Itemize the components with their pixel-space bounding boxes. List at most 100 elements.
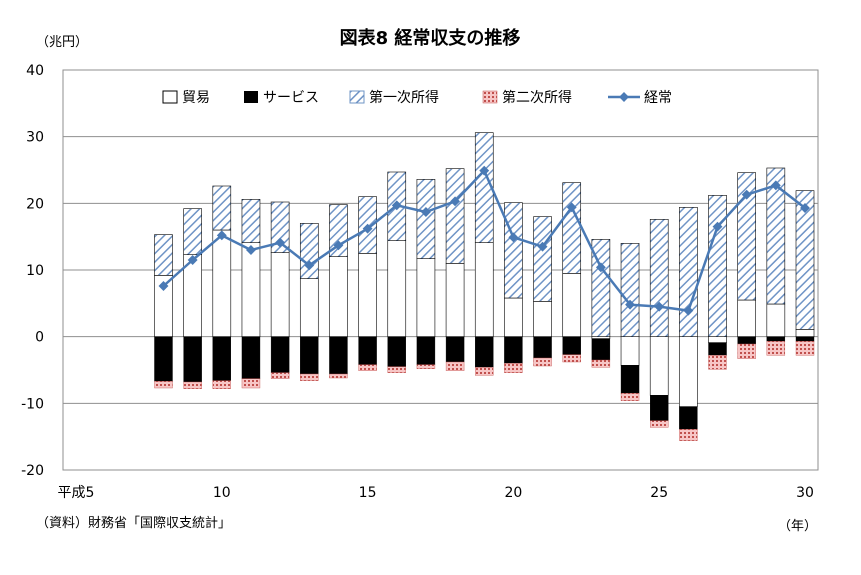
point-current-account [391,200,402,211]
point-current-account [566,202,577,213]
bar-trade [270,252,290,337]
bar-secondary-income [154,381,173,389]
bar-secondary-income [358,364,377,371]
legend: 貿易 サービス 第一次所得 第二次所得 経常 [162,89,672,106]
bar-trade [679,336,698,407]
bar-primary-income [504,202,523,299]
bar-services [154,336,173,382]
bar-trade [241,242,261,337]
bar-primary-income [183,208,202,255]
point-current-account [712,221,723,232]
bar-secondary-income [708,355,727,370]
bar-trade [649,336,669,396]
legend-label-trade: 貿易 [182,90,210,106]
bar-primary-income [299,223,319,279]
bar-trade [445,263,465,337]
bar-primary-income [679,207,698,337]
x-tick-label: 20 [504,485,522,501]
bar-primary-income [708,195,727,337]
bar-trade [620,336,640,366]
point-current-account [275,237,286,248]
bar-primary-income [533,216,552,302]
bar-primary-income [591,239,611,337]
legend-label-primary-income: 第一次所得 [369,89,439,106]
y-axis-unit: （兆円） [36,35,88,50]
bar-services [183,336,202,383]
point-current-account [420,207,431,217]
bar-secondary-income [679,429,698,441]
x-tick-label: 平成5 [58,485,95,501]
bar-primary-income [620,243,640,337]
bar-trade [329,256,348,337]
bar-services [416,336,436,365]
point-current-account [216,230,227,241]
y-tick-label: 40 [26,63,44,79]
bar-services [737,336,756,345]
grid-lines [63,136,818,404]
point-current-account [654,301,665,312]
bar-services [795,336,815,342]
point-current-account [187,255,198,265]
bar-trade [299,278,319,337]
point-current-account [770,180,781,191]
legend-label-current-account: 経常 [644,90,672,106]
plot-area-frame [62,69,819,471]
bar-trade [387,240,407,337]
y-tick-label: -10 [21,396,44,412]
bar-services [504,336,523,364]
bar-trade [533,301,552,337]
legend-swatch-secondary-income [482,90,498,104]
x-axis-unit: （年） [778,519,817,534]
tick-labels: 40 30 20 10 0 -10 -20 平成5 10 15 20 25 30 [21,63,814,501]
bar-primary-income [766,167,786,305]
x-tick-label: 25 [650,485,668,501]
bar-secondary-income [533,357,552,367]
bar-primary-income [154,234,173,276]
bar-trade [504,297,523,337]
bar-services [766,336,786,342]
y-tick-label: 20 [26,196,44,212]
bar-secondary-income [620,393,640,401]
bar-secondary-income [212,380,232,389]
legend-marker-current-account [619,92,629,102]
bar-primary-income [241,199,261,243]
bar-services [620,365,640,394]
axes [62,69,819,471]
y-tick-label: -20 [21,463,44,479]
bar-services [533,336,552,359]
point-current-account [683,305,694,316]
bar-services [300,336,319,375]
bar-primary-income [212,185,232,231]
bar-services [212,336,232,381]
x-tick-label: 15 [359,485,377,501]
bars [154,132,815,441]
legend-swatch-trade [162,90,178,104]
bar-services [387,336,406,367]
source-note: （資料）財務省「国際収支統計」 [36,515,231,531]
x-tick-label: 10 [213,485,231,501]
bar-services [679,406,698,430]
y-tick-label: 10 [26,263,44,279]
bar-secondary-income [329,373,348,379]
point-current-account [625,299,635,310]
bar-secondary-income [445,361,465,371]
bar-trade [708,336,727,343]
bar-services [358,336,377,365]
bar-primary-income [270,201,290,253]
bar-secondary-income [183,381,202,389]
bar-secondary-income [504,363,523,373]
bar-trade [358,253,377,337]
bar-secondary-income [300,373,319,381]
current-account-line [158,165,810,316]
legend-label-services: サービス [263,90,319,106]
bar-services [445,336,465,363]
bar-primary-income [649,219,669,337]
y-tick-label: 30 [26,130,44,146]
bar-primary-income [416,179,436,259]
point-current-account [595,262,606,273]
bar-services [562,336,581,355]
bar-services [241,336,261,379]
point-current-account [508,232,519,243]
bar-services [329,336,348,375]
